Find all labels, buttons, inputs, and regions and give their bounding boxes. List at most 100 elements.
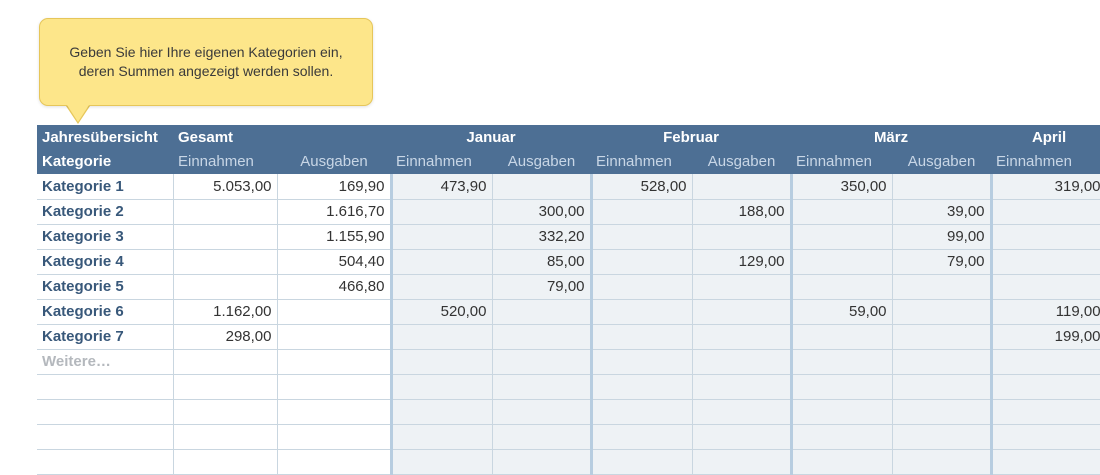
header-month-januar[interactable]: Januar (391, 125, 592, 149)
cell-januar-einnahmen[interactable] (389, 399, 493, 425)
category-name-cell[interactable] (37, 399, 174, 425)
cell-gesamt-ausgaben[interactable] (277, 299, 392, 325)
cell-maerz-ausgaben[interactable] (892, 374, 992, 400)
cell-gesamt-einnahmen[interactable] (173, 249, 278, 275)
cell-februar-einnahmen[interactable] (589, 349, 693, 375)
cell-januar-ausgaben[interactable]: 332,20 (492, 224, 592, 250)
cell-februar-einnahmen[interactable] (589, 199, 693, 225)
cell-april-einnahmen[interactable] (989, 249, 1100, 275)
category-name-cell[interactable]: Weitere… (37, 349, 174, 375)
cell-januar-einnahmen[interactable] (389, 374, 493, 400)
cell-februar-einnahmen[interactable]: 528,00 (589, 174, 693, 200)
cell-gesamt-einnahmen[interactable] (173, 374, 278, 400)
cell-januar-einnahmen[interactable]: 473,90 (389, 174, 493, 200)
cell-maerz-ausgaben[interactable] (892, 174, 992, 200)
cell-januar-einnahmen[interactable] (389, 349, 493, 375)
cell-april-einnahmen[interactable] (989, 424, 1100, 450)
cell-maerz-ausgaben[interactable] (892, 449, 992, 475)
cell-april-einnahmen[interactable] (989, 399, 1100, 425)
cell-april-einnahmen[interactable] (989, 274, 1100, 300)
header-januar-einnahmen[interactable]: Einnahmen (391, 149, 492, 174)
category-name-cell[interactable] (37, 374, 174, 400)
cell-januar-ausgaben[interactable]: 79,00 (492, 274, 592, 300)
cell-januar-ausgaben[interactable] (492, 374, 592, 400)
header-month-april[interactable]: April (991, 125, 1100, 149)
header-gesamt-einnahmen[interactable]: Einnahmen (173, 149, 277, 174)
cell-januar-ausgaben[interactable] (492, 324, 592, 350)
cell-maerz-ausgaben[interactable]: 79,00 (892, 249, 992, 275)
cell-april-einnahmen[interactable] (989, 349, 1100, 375)
cell-maerz-einnahmen[interactable] (789, 424, 893, 450)
cell-januar-ausgaben[interactable] (492, 424, 592, 450)
cell-maerz-ausgaben[interactable] (892, 349, 992, 375)
cell-april-einnahmen[interactable] (989, 224, 1100, 250)
cell-maerz-ausgaben[interactable] (892, 324, 992, 350)
cell-februar-einnahmen[interactable] (589, 399, 693, 425)
cell-maerz-ausgaben[interactable]: 99,00 (892, 224, 992, 250)
cell-februar-ausgaben[interactable] (692, 449, 792, 475)
cell-maerz-einnahmen[interactable] (789, 249, 893, 275)
cell-maerz-einnahmen[interactable] (789, 374, 893, 400)
cell-maerz-ausgaben[interactable] (892, 399, 992, 425)
cell-januar-ausgaben[interactable] (492, 449, 592, 475)
category-name-cell[interactable]: Kategorie 6 (37, 299, 174, 325)
cell-februar-ausgaben[interactable] (692, 224, 792, 250)
cell-april-einnahmen[interactable] (989, 199, 1100, 225)
cell-april-einnahmen[interactable]: 119,00 (989, 299, 1100, 325)
cell-maerz-einnahmen[interactable] (789, 274, 893, 300)
header-februar-ausgaben[interactable]: Ausgaben (692, 149, 792, 174)
cell-januar-ausgaben[interactable] (492, 299, 592, 325)
cell-januar-einnahmen[interactable] (389, 274, 493, 300)
cell-gesamt-ausgaben[interactable] (277, 399, 392, 425)
cell-januar-einnahmen[interactable] (389, 324, 493, 350)
header-gesamt-span[interactable] (277, 125, 391, 149)
cell-februar-einnahmen[interactable] (589, 324, 693, 350)
cell-april-einnahmen[interactable] (989, 374, 1100, 400)
header-month-februar[interactable]: Februar (591, 125, 792, 149)
cell-gesamt-einnahmen[interactable] (173, 349, 278, 375)
cell-gesamt-ausgaben[interactable] (277, 324, 392, 350)
cell-maerz-ausgaben[interactable] (892, 299, 992, 325)
cell-februar-ausgaben[interactable] (692, 324, 792, 350)
cell-maerz-einnahmen[interactable] (789, 224, 893, 250)
cell-februar-ausgaben[interactable] (692, 349, 792, 375)
category-name-cell[interactable]: Kategorie 1 (37, 174, 174, 200)
cell-gesamt-einnahmen[interactable]: 5.053,00 (173, 174, 278, 200)
cell-maerz-einnahmen[interactable] (789, 449, 893, 475)
cell-februar-ausgaben[interactable] (692, 374, 792, 400)
category-name-cell[interactable]: Kategorie 4 (37, 249, 174, 275)
cell-gesamt-ausgaben[interactable]: 1.155,90 (277, 224, 392, 250)
header-januar-ausgaben[interactable]: Ausgaben (492, 149, 592, 174)
cell-januar-einnahmen[interactable] (389, 199, 493, 225)
header-kategorie[interactable]: Kategorie (37, 149, 173, 174)
cell-februar-einnahmen[interactable] (589, 299, 693, 325)
cell-januar-einnahmen[interactable] (389, 449, 493, 475)
category-name-cell[interactable]: Kategorie 2 (37, 199, 174, 225)
category-name-cell[interactable] (37, 424, 174, 450)
header-maerz-ausgaben[interactable]: Ausgaben (892, 149, 992, 174)
cell-gesamt-ausgaben[interactable] (277, 449, 392, 475)
header-month-maerz[interactable]: März (791, 125, 992, 149)
header-februar-einnahmen[interactable]: Einnahmen (591, 149, 693, 174)
cell-februar-einnahmen[interactable] (589, 274, 693, 300)
header-gesamt[interactable]: Gesamt (173, 125, 277, 149)
cell-gesamt-ausgaben[interactable]: 504,40 (277, 249, 392, 275)
cell-februar-ausgaben[interactable] (692, 399, 792, 425)
cell-februar-ausgaben[interactable] (692, 299, 792, 325)
cell-februar-einnahmen[interactable] (589, 449, 693, 475)
cell-februar-ausgaben[interactable]: 129,00 (692, 249, 792, 275)
cell-januar-ausgaben[interactable] (492, 349, 592, 375)
cell-gesamt-einnahmen[interactable] (173, 449, 278, 475)
cell-februar-ausgaben[interactable] (692, 424, 792, 450)
cell-gesamt-ausgaben[interactable] (277, 349, 392, 375)
cell-februar-ausgaben[interactable] (692, 274, 792, 300)
cell-maerz-ausgaben[interactable]: 39,00 (892, 199, 992, 225)
cell-januar-ausgaben[interactable] (492, 399, 592, 425)
cell-januar-einnahmen[interactable]: 520,00 (389, 299, 493, 325)
cell-februar-ausgaben[interactable] (692, 174, 792, 200)
cell-gesamt-ausgaben[interactable]: 169,90 (277, 174, 392, 200)
cell-april-einnahmen[interactable]: 319,00 (989, 174, 1100, 200)
cell-gesamt-einnahmen[interactable] (173, 274, 278, 300)
cell-gesamt-einnahmen[interactable] (173, 224, 278, 250)
cell-gesamt-einnahmen[interactable]: 298,00 (173, 324, 278, 350)
